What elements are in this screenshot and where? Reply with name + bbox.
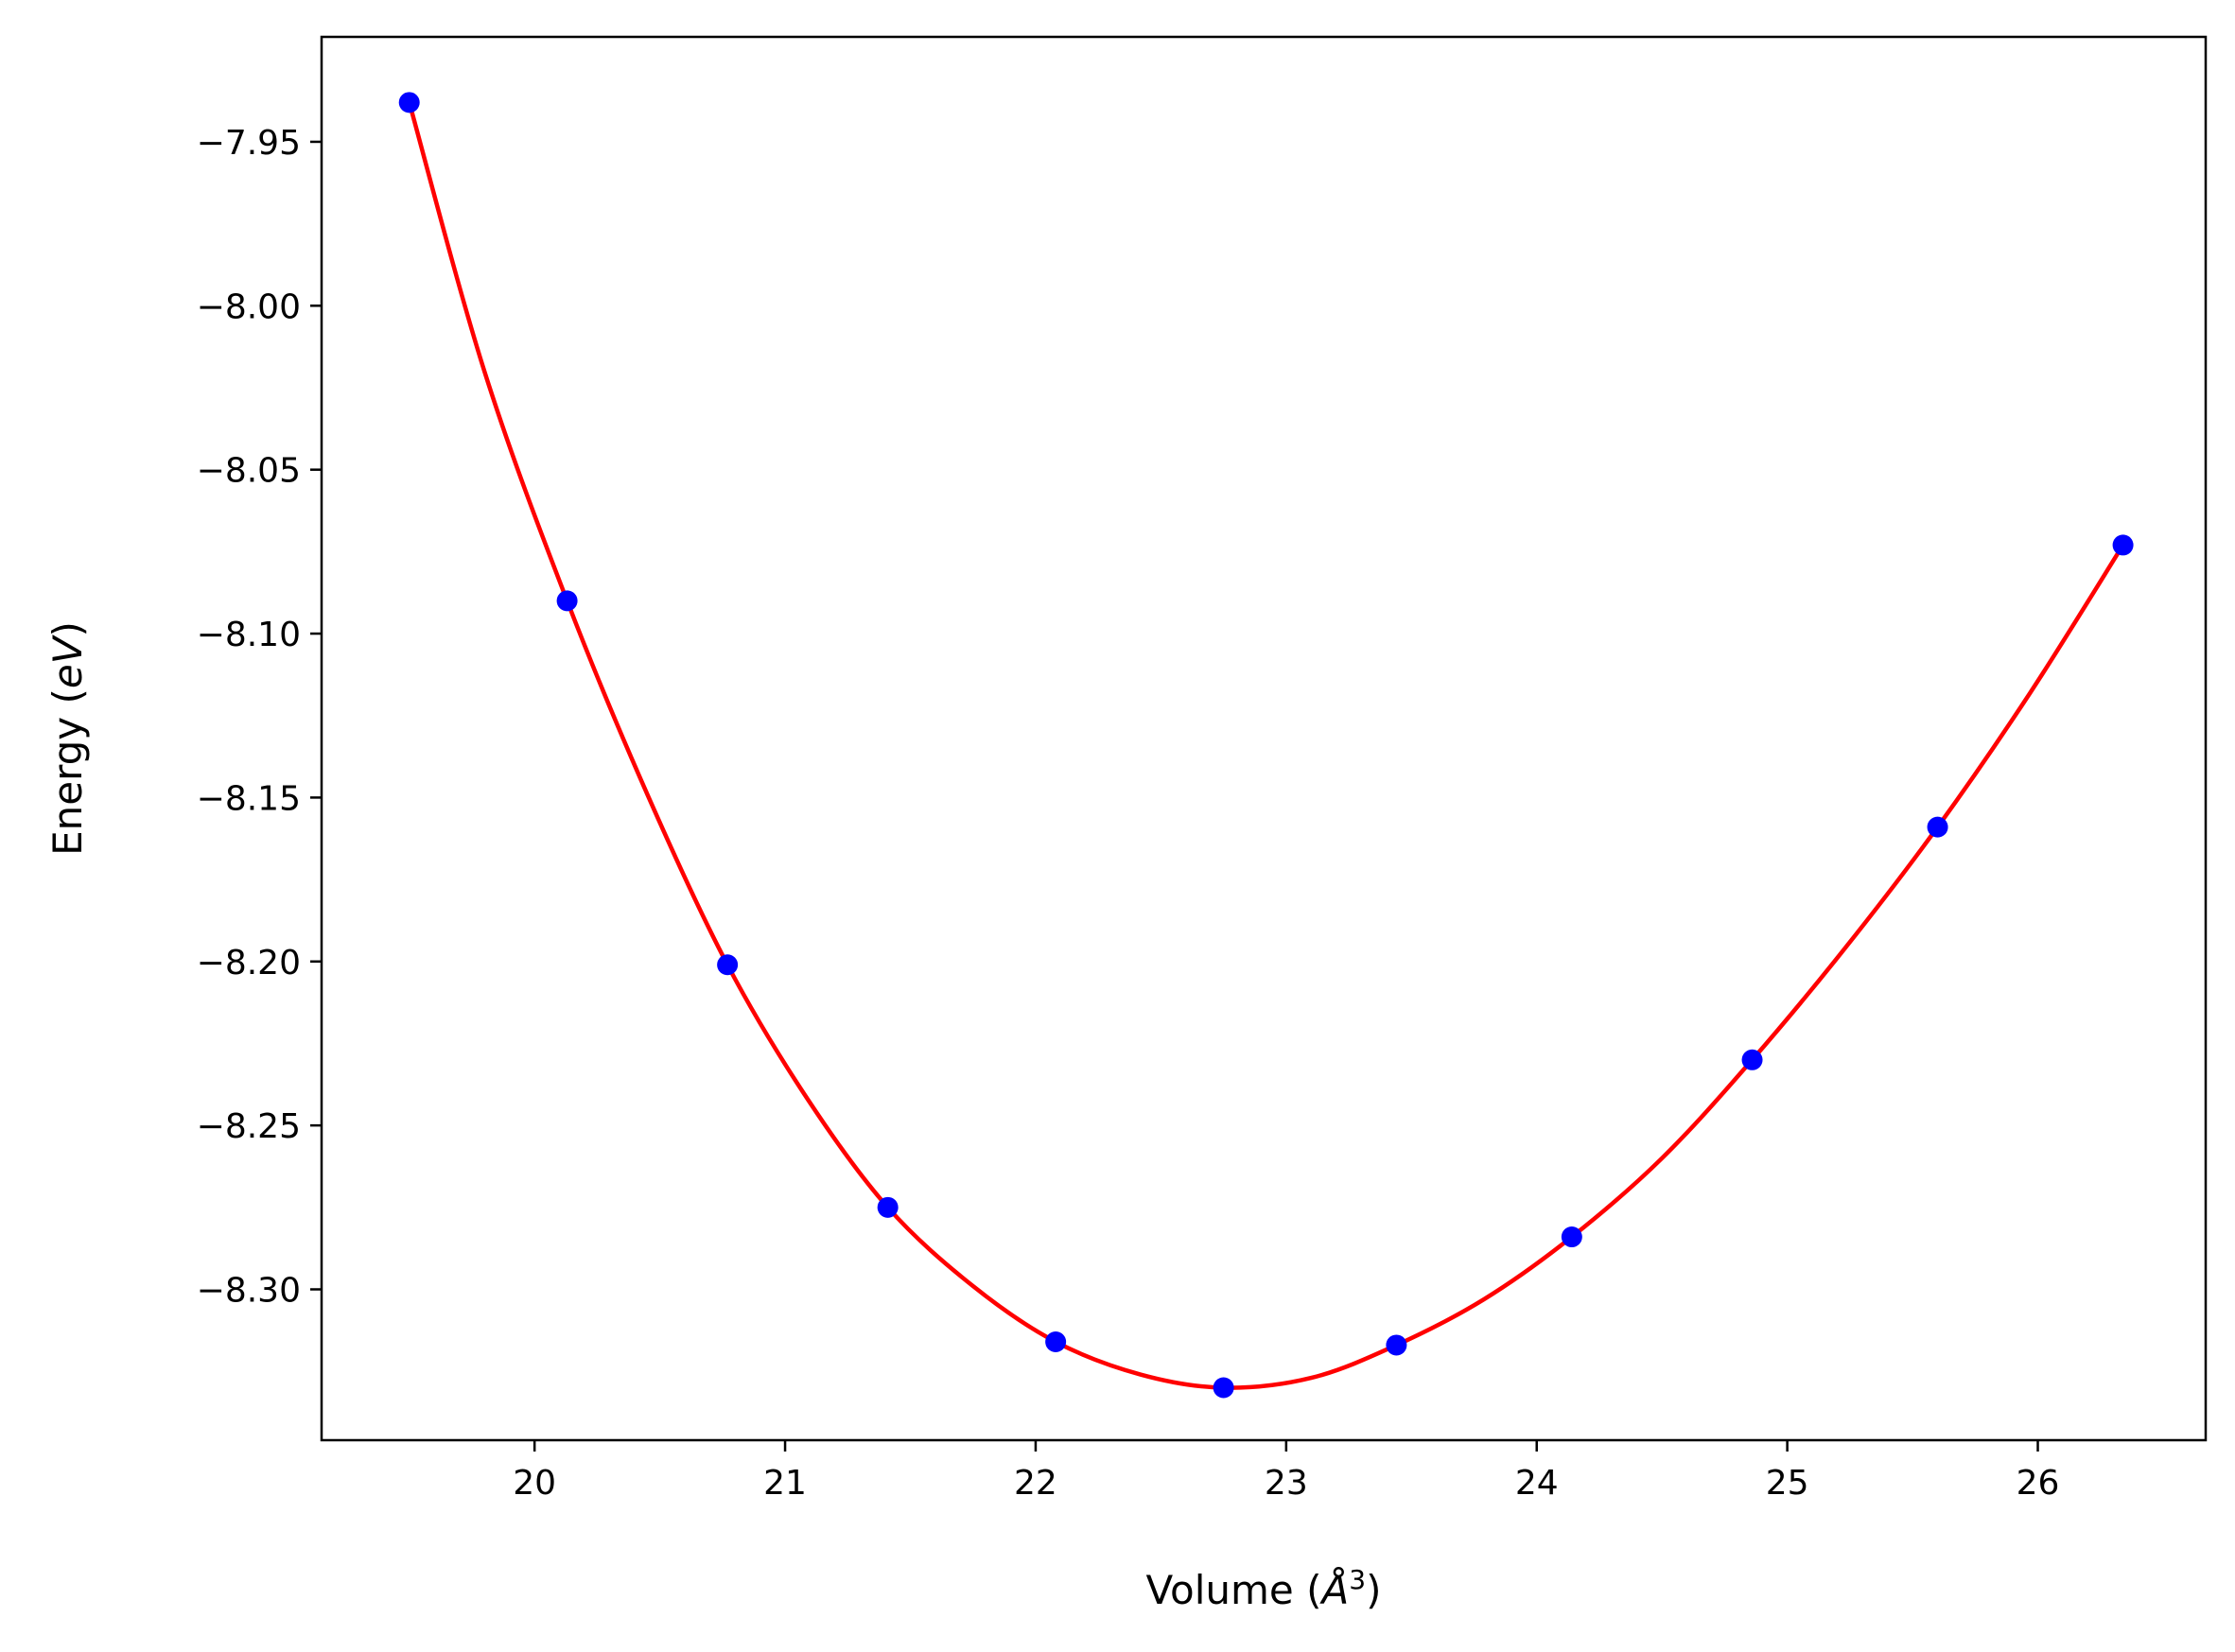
x-tick-label: 20 bbox=[513, 1464, 556, 1503]
data-point bbox=[1045, 1330, 1067, 1352]
data-point bbox=[1386, 1334, 1407, 1356]
x-tick-label: 26 bbox=[2017, 1464, 2060, 1503]
x-tick-label: 22 bbox=[1014, 1464, 1057, 1503]
data-point bbox=[717, 954, 739, 976]
y-tick-label: −8.25 bbox=[197, 1107, 301, 1146]
data-point bbox=[1213, 1377, 1234, 1399]
y-axis: −7.95 −8.00 −8.05 −8.10 −8.15 −8.20 −8.25 −8.30 bbox=[197, 124, 322, 1311]
y-tick-label: −8.20 bbox=[197, 944, 301, 983]
y-tick-label: −7.95 bbox=[197, 124, 301, 163]
y-tick-label: −8.30 bbox=[197, 1272, 301, 1311]
y-tick-label: −8.10 bbox=[197, 616, 301, 654]
fit-curve bbox=[407, 101, 2125, 1390]
x-tick-label: 24 bbox=[1515, 1464, 1559, 1503]
y-tick-label: −8.00 bbox=[197, 287, 301, 326]
y-tick-label: −8.05 bbox=[197, 452, 301, 491]
x-axis: 20 21 22 23 24 25 26 bbox=[513, 1440, 2059, 1503]
x-tick-label: 25 bbox=[1766, 1464, 1809, 1503]
data-point bbox=[877, 1196, 899, 1218]
data-point bbox=[1927, 816, 1948, 838]
fit-line-layer bbox=[407, 101, 2125, 1390]
data-point bbox=[1561, 1226, 1582, 1248]
y-tick-label: −8.15 bbox=[197, 779, 301, 818]
data-point bbox=[398, 92, 420, 113]
x-tick-label: 23 bbox=[1265, 1464, 1308, 1503]
y-axis-label: Energy (eV) bbox=[44, 621, 91, 856]
data-point bbox=[556, 590, 578, 612]
x-axis-label: Volume (Å3) bbox=[1146, 1564, 1382, 1613]
plot-frame bbox=[320, 35, 2208, 1442]
data-point bbox=[1741, 1049, 1763, 1070]
x-tick-label: 21 bbox=[763, 1464, 807, 1503]
data-points-layer bbox=[398, 92, 2134, 1399]
data-point bbox=[2112, 534, 2134, 556]
